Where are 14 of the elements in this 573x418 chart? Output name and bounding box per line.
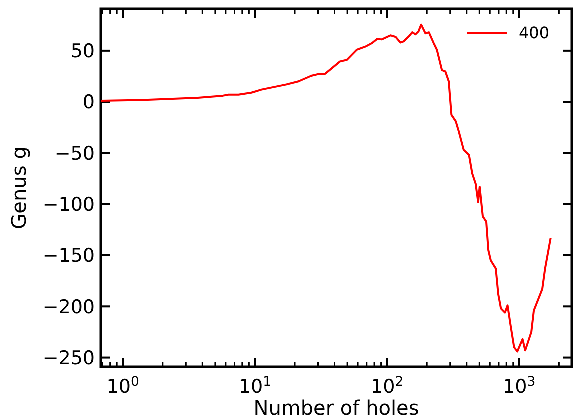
x-tick-label: 10$^{2}$ bbox=[371, 374, 404, 398]
y-tick-label: 50 bbox=[70, 40, 95, 63]
y-tick-label: −50 bbox=[54, 142, 95, 165]
y-tick-label: −100 bbox=[42, 194, 95, 216]
y-tick-label: −200 bbox=[42, 296, 95, 318]
y-tick-label: −150 bbox=[42, 245, 95, 268]
y-tick-label: −250 bbox=[42, 347, 95, 370]
legend-label: 400 bbox=[519, 24, 550, 43]
x-tick-label: 10$^{1}$ bbox=[238, 374, 272, 398]
x-axis-title: Number of holes bbox=[254, 396, 420, 418]
x-tick-label: 10$^{3}$ bbox=[503, 374, 536, 398]
y-axis-title: Genus g bbox=[7, 146, 31, 230]
y-tick-label: 0 bbox=[82, 92, 95, 114]
x-tick-label: 10$^{0}$ bbox=[106, 374, 140, 398]
